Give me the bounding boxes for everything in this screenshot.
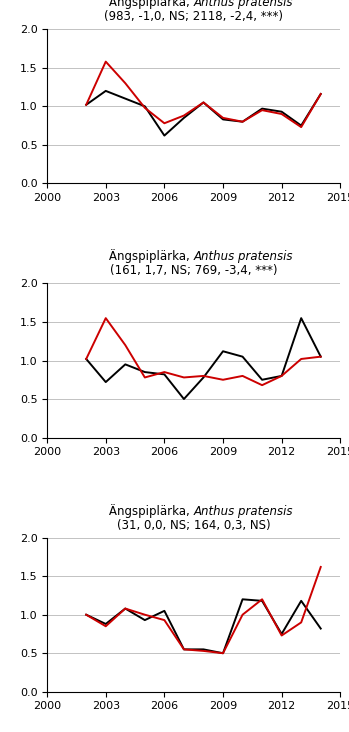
Text: Ängspiplärka,: Ängspiplärka, — [109, 250, 194, 264]
Text: Anthus pratensis: Anthus pratensis — [194, 504, 293, 518]
Text: Ängspiplärka,: Ängspiplärka, — [109, 504, 194, 518]
Text: Ängspiplärka,: Ängspiplärka, — [109, 0, 194, 10]
Text: (983, -1,0, NS; 2118, -2,4, ***): (983, -1,0, NS; 2118, -2,4, ***) — [104, 10, 283, 23]
Text: (31, 0,0, NS; 164, 0,3, NS): (31, 0,0, NS; 164, 0,3, NS) — [117, 518, 270, 531]
Text: (161, 1,7, NS; 769, -3,4, ***): (161, 1,7, NS; 769, -3,4, ***) — [110, 264, 277, 277]
Text: Anthus pratensis: Anthus pratensis — [194, 250, 293, 264]
Text: Anthus pratensis: Anthus pratensis — [194, 0, 293, 10]
